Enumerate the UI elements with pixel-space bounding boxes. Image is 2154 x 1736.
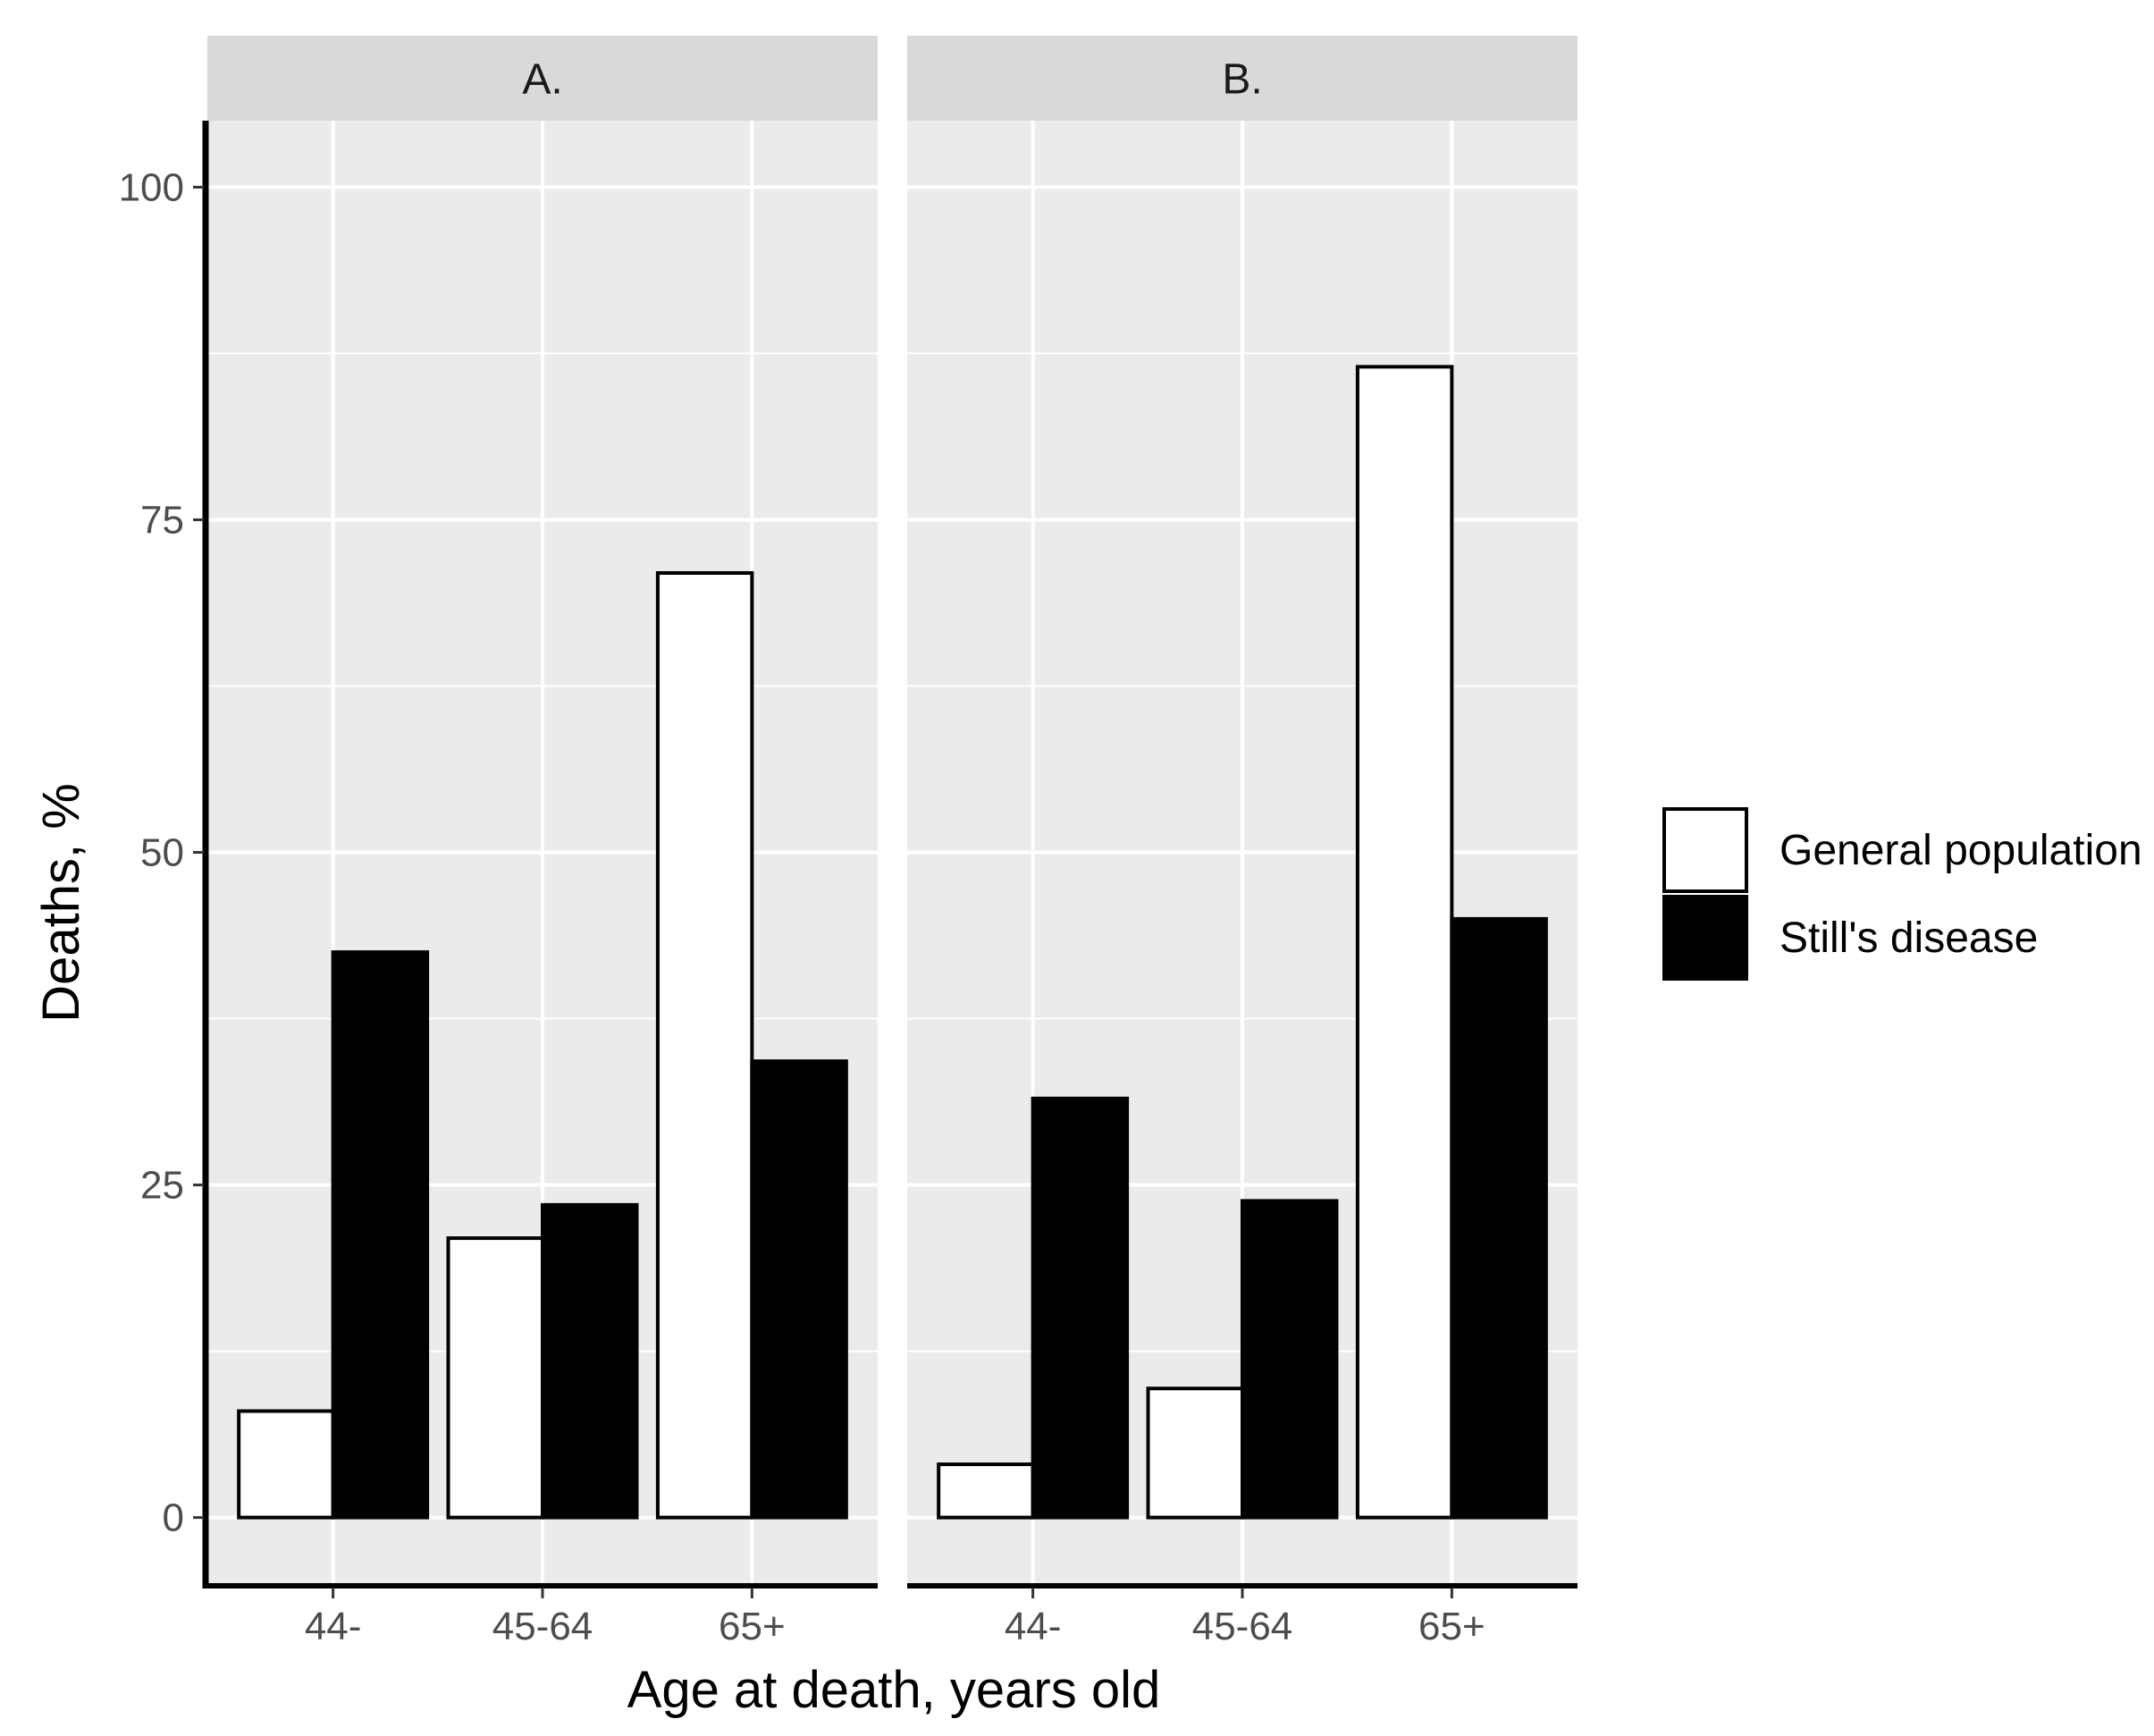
panels: A. B. bbox=[207, 36, 1578, 1584]
bar bbox=[331, 950, 430, 1520]
y-tick-label: 25 bbox=[140, 1164, 184, 1208]
legend-key bbox=[1662, 807, 1748, 893]
y-tick-label: 100 bbox=[119, 165, 184, 209]
legend-label: General population bbox=[1780, 827, 2142, 874]
x-tick-label: 65+ bbox=[719, 1605, 786, 1648]
bar bbox=[1031, 1096, 1130, 1520]
y-tick-label: 50 bbox=[140, 831, 184, 875]
bar bbox=[1146, 1386, 1244, 1520]
bar bbox=[937, 1462, 1035, 1520]
axes: 44- 45-64 65+ 44- 45-64 65+ 0 25 50 75 100 bbox=[119, 121, 1578, 1648]
bar bbox=[750, 1059, 848, 1520]
x-tick-label: 44- bbox=[1005, 1605, 1062, 1648]
x-tick-label: 45-64 bbox=[1192, 1605, 1293, 1648]
bar bbox=[446, 1236, 544, 1520]
facet-label: B. bbox=[1222, 56, 1262, 104]
x-axis-title: Age at death, years old bbox=[627, 1661, 1161, 1719]
bar bbox=[1450, 916, 1548, 1520]
facet-strip bbox=[207, 36, 878, 121]
bar bbox=[237, 1409, 335, 1520]
bar bbox=[1241, 1199, 1339, 1520]
legend-label: Still's disease bbox=[1780, 914, 2038, 962]
bar bbox=[655, 570, 754, 1520]
y-tick-label: 0 bbox=[163, 1496, 184, 1540]
legend-key bbox=[1662, 895, 1748, 981]
x-tick-label: 44- bbox=[305, 1605, 362, 1648]
y-axis-title: Deaths, % bbox=[32, 783, 90, 1023]
x-tick-label: 65+ bbox=[1418, 1605, 1485, 1648]
bar bbox=[1355, 365, 1454, 1520]
x-tick-label: 45-64 bbox=[492, 1605, 593, 1648]
bar bbox=[541, 1202, 639, 1520]
y-tick-label: 75 bbox=[140, 498, 184, 542]
legend: General population Still's disease bbox=[1662, 807, 2142, 981]
facet-label: A. bbox=[522, 56, 562, 104]
facet-strip bbox=[907, 36, 1578, 121]
